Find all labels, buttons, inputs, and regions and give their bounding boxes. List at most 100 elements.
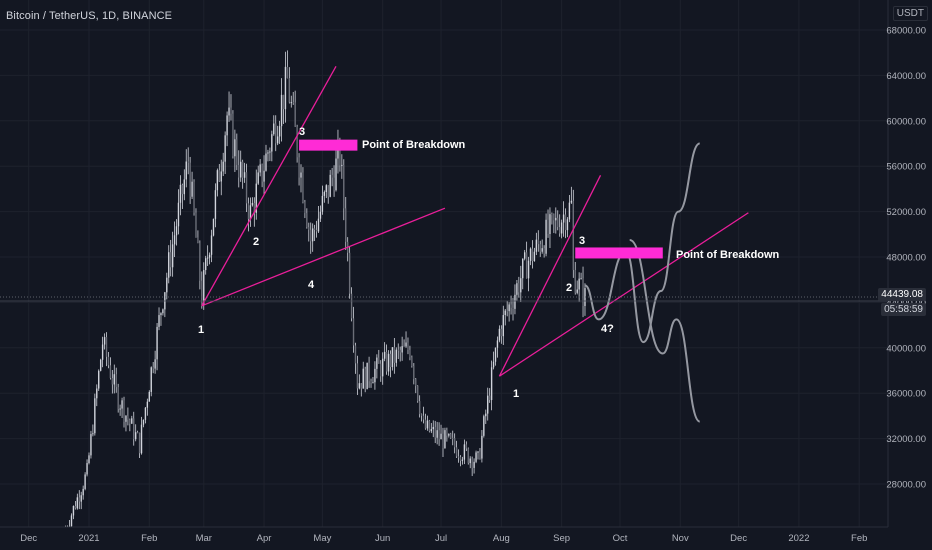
candle-body bbox=[123, 400, 125, 422]
candle-body bbox=[222, 161, 224, 172]
candle-body bbox=[560, 222, 563, 234]
candle-body bbox=[420, 414, 423, 416]
trendline-group[interactable] bbox=[201, 66, 749, 377]
candlestick-series bbox=[64, 50, 586, 534]
candle-body bbox=[162, 309, 164, 314]
candle-body bbox=[345, 208, 347, 242]
time-axis-panel[interactable] bbox=[0, 527, 888, 550]
candle-body bbox=[576, 289, 578, 293]
price-tick-label: 36000.00 bbox=[886, 389, 926, 400]
candle-body bbox=[553, 214, 555, 221]
price-tick-label: 28000.00 bbox=[886, 480, 926, 491]
candle-body bbox=[426, 420, 429, 429]
candle-body bbox=[201, 280, 203, 305]
candle-body bbox=[282, 94, 285, 110]
candle-body bbox=[490, 367, 493, 401]
candle-body bbox=[263, 170, 265, 182]
candle-body bbox=[80, 495, 82, 502]
candle-body bbox=[471, 458, 473, 468]
candle-body bbox=[193, 181, 195, 213]
candle-body bbox=[399, 349, 401, 353]
candle-body bbox=[457, 456, 460, 458]
candle-body bbox=[378, 357, 380, 364]
candle-body bbox=[88, 455, 90, 464]
price-tick-label: 48000.00 bbox=[886, 253, 926, 264]
price-tick-label: 60000.00 bbox=[886, 116, 926, 127]
candle-body bbox=[446, 430, 448, 436]
candle-body bbox=[350, 293, 353, 319]
candle-body bbox=[240, 161, 242, 178]
candle-body bbox=[150, 367, 152, 392]
candle-body bbox=[228, 107, 230, 116]
candle-body bbox=[245, 172, 248, 204]
time-tick-label: Apr bbox=[257, 533, 272, 544]
candle-body bbox=[313, 228, 316, 230]
candle-body bbox=[520, 278, 522, 293]
candle-body bbox=[294, 102, 296, 127]
candle-body bbox=[208, 254, 211, 258]
candle-body bbox=[578, 278, 580, 290]
breakdown-zone-right[interactable] bbox=[575, 247, 663, 259]
last-price-badge: 44439.08 bbox=[878, 288, 926, 301]
breakdown-zone-left[interactable] bbox=[299, 139, 358, 151]
candle-body bbox=[422, 415, 425, 420]
projection-path-bullish[interactable] bbox=[584, 142, 701, 344]
candle-body bbox=[409, 349, 411, 358]
breakdown-zones[interactable] bbox=[299, 139, 663, 259]
candle-body bbox=[364, 368, 366, 390]
candle-body bbox=[568, 202, 571, 220]
candle-body bbox=[304, 202, 306, 214]
candle-body bbox=[333, 177, 335, 191]
candle-body bbox=[512, 307, 514, 309]
time-tick-label: 2022 bbox=[788, 533, 809, 544]
candle-body bbox=[255, 183, 257, 213]
projection-path-bearish[interactable] bbox=[629, 238, 701, 423]
projection-paths[interactable] bbox=[584, 142, 701, 423]
candle-body bbox=[393, 347, 396, 363]
currency-label[interactable]: USDT bbox=[892, 6, 928, 21]
candle-body bbox=[527, 260, 530, 279]
candle-body bbox=[389, 353, 392, 368]
candle-body bbox=[117, 387, 119, 410]
candle-body bbox=[444, 430, 446, 449]
candle-body bbox=[284, 66, 287, 110]
trendline[interactable] bbox=[499, 212, 749, 377]
price-axis-panel[interactable] bbox=[888, 0, 932, 527]
candle-body bbox=[109, 365, 112, 379]
candle-body bbox=[473, 461, 475, 468]
trendline[interactable] bbox=[201, 66, 337, 307]
candle-body bbox=[103, 337, 106, 345]
symbol-title: Bitcoin / TetherUS, 1D, BINANCE bbox=[6, 10, 173, 22]
trendline[interactable] bbox=[201, 207, 446, 307]
candle-body bbox=[496, 340, 499, 348]
candle-body bbox=[432, 426, 434, 430]
price-tick-label: 56000.00 bbox=[886, 162, 926, 173]
candle-body bbox=[327, 185, 329, 197]
candle-body bbox=[376, 357, 378, 369]
candle-body bbox=[483, 416, 485, 436]
time-tick-label: Nov bbox=[672, 533, 689, 544]
candle-body bbox=[453, 438, 456, 448]
time-tick-label: Feb bbox=[141, 533, 157, 544]
candle-body bbox=[94, 398, 96, 434]
candle-body bbox=[292, 102, 294, 104]
candle-body bbox=[533, 251, 536, 262]
candle-body bbox=[380, 363, 382, 377]
candle-body bbox=[98, 370, 100, 389]
candle-body bbox=[224, 135, 226, 162]
candle-body bbox=[261, 164, 263, 182]
candle-body bbox=[341, 164, 343, 166]
wave-label-left-4: 4 bbox=[308, 279, 315, 291]
candle-body bbox=[514, 294, 516, 309]
candle-body bbox=[171, 244, 174, 268]
candle-body bbox=[395, 349, 398, 363]
candle-body bbox=[535, 239, 538, 252]
candle-body bbox=[549, 214, 551, 234]
candle-body bbox=[72, 505, 75, 516]
trendline[interactable] bbox=[498, 174, 602, 377]
time-tick-label: Oct bbox=[613, 533, 628, 544]
candle-body bbox=[82, 488, 84, 496]
candle-body bbox=[331, 174, 333, 178]
candle-body bbox=[238, 164, 240, 178]
